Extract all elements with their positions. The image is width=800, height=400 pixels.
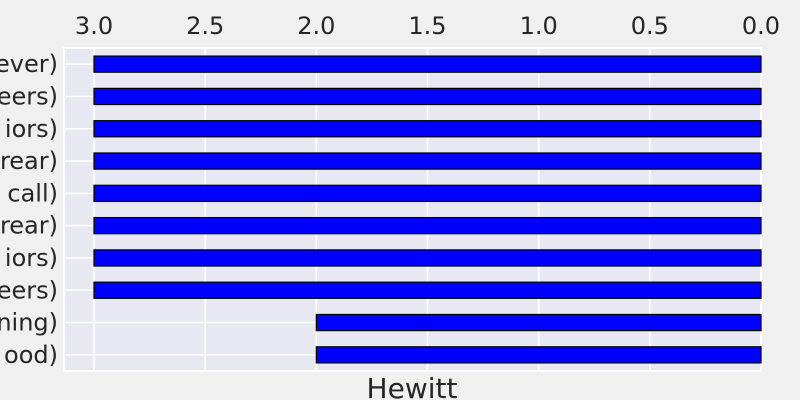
bar — [93, 281, 762, 299]
bar — [93, 152, 762, 170]
y-category-label: eers) — [0, 82, 58, 110]
y-category-label: ood) — [4, 341, 58, 369]
y-category-label: ever) — [0, 50, 58, 78]
x-tick-label: 3.0 — [75, 12, 113, 40]
x-tick-label: 0.5 — [631, 12, 669, 40]
bar — [93, 184, 762, 203]
bar — [315, 346, 762, 364]
x-tick-label: 2.5 — [186, 12, 224, 40]
x-axis-ticks: 3.0 2.5 2.0 1.5 1.0 0.5 0.0 — [75, 12, 780, 40]
bars — [93, 55, 762, 364]
x-tick-label: 1.5 — [408, 12, 446, 40]
bar — [93, 249, 762, 267]
y-category-label: rear) — [0, 147, 58, 175]
y-category-label: eers) — [0, 276, 58, 304]
x-axis-label: Hewitt — [367, 372, 458, 400]
bar — [93, 120, 762, 138]
bar — [93, 87, 762, 106]
bar — [315, 313, 762, 332]
y-category-label: iors) — [5, 115, 58, 143]
y-category-label: iors) — [5, 244, 58, 272]
y-category-label: call) — [7, 179, 58, 207]
y-category-label: rear) — [0, 212, 58, 240]
bar — [93, 55, 762, 73]
y-category-label: ning) — [0, 309, 58, 337]
bar — [93, 216, 762, 235]
x-tick-label: 1.0 — [520, 12, 558, 40]
x-tick-label: 2.0 — [297, 12, 335, 40]
y-axis-categories: ever) eers) iors) rear) call) rear) iors) eers)… — [0, 50, 58, 369]
x-tick-label: 0.0 — [742, 12, 780, 40]
